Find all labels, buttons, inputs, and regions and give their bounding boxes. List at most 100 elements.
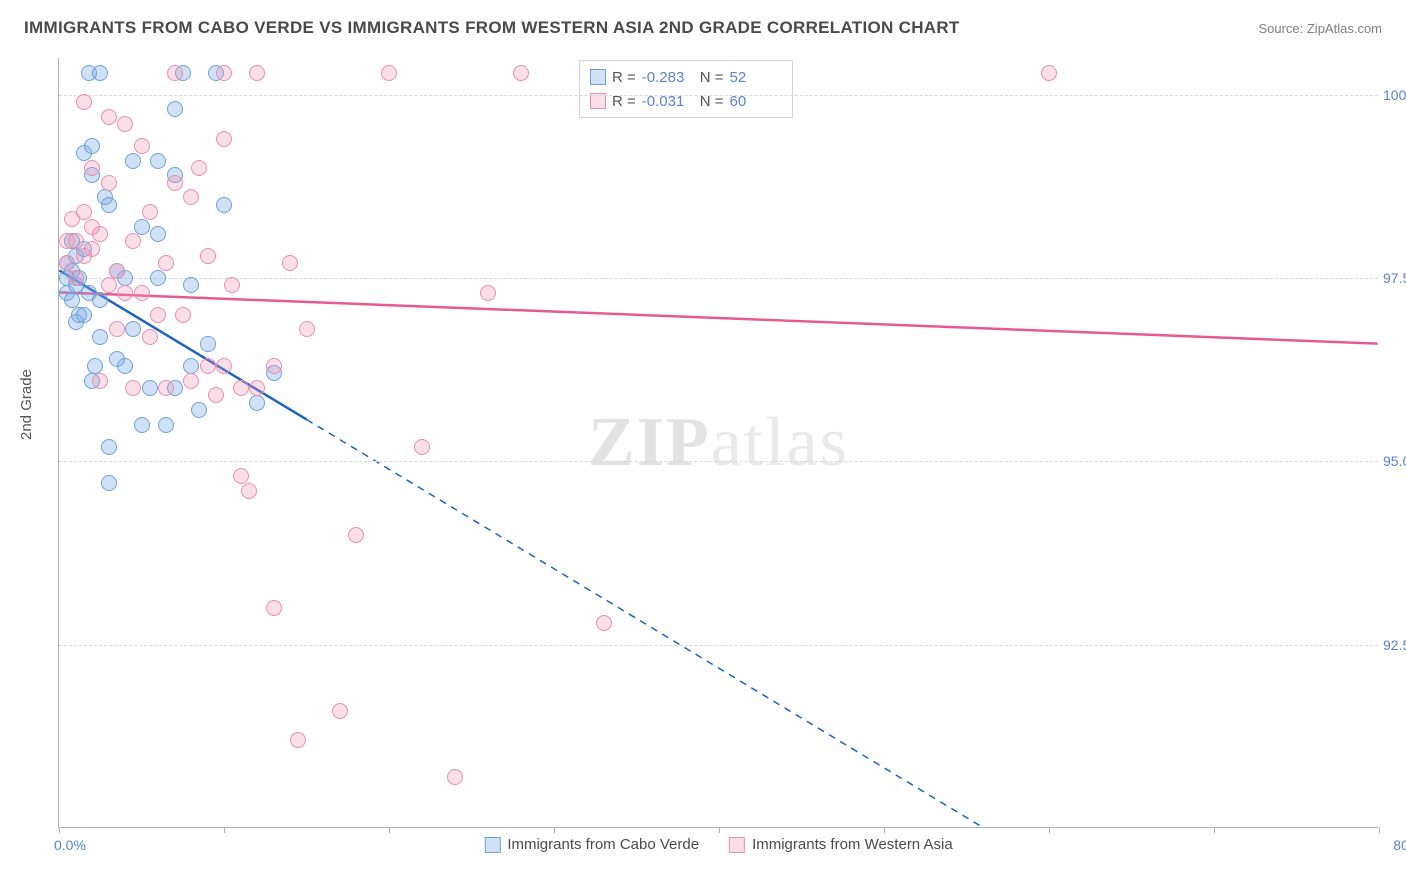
data-point-western_asia — [1041, 65, 1057, 81]
data-point-western_asia — [101, 109, 117, 125]
data-point-western_asia — [216, 131, 232, 147]
data-point-western_asia — [134, 138, 150, 154]
data-point-western_asia — [266, 358, 282, 374]
data-point-western_asia — [299, 321, 315, 337]
data-point-cabo_verde — [64, 292, 80, 308]
stats-R-value: -0.283 — [642, 69, 694, 86]
stats-row-western_asia: R =-0.031N =60 — [590, 89, 782, 113]
data-point-western_asia — [332, 703, 348, 719]
xtick-mark — [554, 827, 555, 833]
ytick-label: 95.0% — [1383, 453, 1406, 469]
yaxis-title: 2nd Grade — [18, 369, 35, 440]
data-point-western_asia — [167, 175, 183, 191]
ytick-label: 100.0% — [1383, 87, 1406, 103]
data-point-cabo_verde — [200, 336, 216, 352]
xtick-mark — [389, 827, 390, 833]
data-point-western_asia — [200, 358, 216, 374]
data-point-western_asia — [101, 277, 117, 293]
data-point-cabo_verde — [134, 417, 150, 433]
data-point-cabo_verde — [191, 402, 207, 418]
data-point-western_asia — [142, 204, 158, 220]
xtick-mark — [1049, 827, 1050, 833]
data-point-western_asia — [76, 204, 92, 220]
data-point-cabo_verde — [101, 197, 117, 213]
ytick-label: 97.5% — [1383, 270, 1406, 286]
data-point-cabo_verde — [183, 358, 199, 374]
data-point-western_asia — [158, 255, 174, 271]
data-point-western_asia — [224, 277, 240, 293]
data-point-cabo_verde — [101, 475, 117, 491]
data-point-cabo_verde — [87, 358, 103, 374]
data-point-western_asia — [513, 65, 529, 81]
xtick-mark — [1379, 827, 1380, 833]
data-point-western_asia — [84, 160, 100, 176]
data-point-western_asia — [109, 263, 125, 279]
legend-swatch-icon — [484, 837, 500, 853]
data-point-western_asia — [125, 233, 141, 249]
gridline-h — [59, 461, 1378, 462]
data-point-cabo_verde — [92, 292, 108, 308]
stats-N-label: N = — [700, 69, 724, 86]
data-point-western_asia — [191, 160, 207, 176]
data-point-western_asia — [92, 373, 108, 389]
trend-lines-svg — [59, 58, 1378, 827]
trend-line-dash-cabo_verde — [307, 419, 983, 827]
data-point-western_asia — [233, 380, 249, 396]
stats-box: R = -0.283 N = 52 R =-0.031N =60 — [579, 60, 793, 118]
data-point-western_asia — [68, 270, 84, 286]
stats-N-value: 52 — [730, 69, 782, 86]
data-point-western_asia — [216, 358, 232, 374]
gridline-h — [59, 645, 1378, 646]
data-point-western_asia — [414, 439, 430, 455]
data-point-cabo_verde — [117, 358, 133, 374]
data-point-western_asia — [175, 307, 191, 323]
stats-R-label: R = — [612, 69, 636, 86]
data-point-western_asia — [84, 241, 100, 257]
data-point-western_asia — [596, 615, 612, 631]
data-point-western_asia — [480, 285, 496, 301]
data-point-cabo_verde — [76, 307, 92, 323]
data-point-western_asia — [249, 380, 265, 396]
data-point-cabo_verde — [167, 101, 183, 117]
trend-line-western_asia — [59, 292, 1377, 343]
data-point-western_asia — [290, 732, 306, 748]
data-point-western_asia — [117, 285, 133, 301]
xaxis-min-label: 0.0% — [54, 837, 86, 853]
data-point-cabo_verde — [150, 153, 166, 169]
data-point-western_asia — [68, 233, 84, 249]
data-point-western_asia — [282, 255, 298, 271]
data-point-western_asia — [348, 527, 364, 543]
data-point-western_asia — [59, 255, 75, 271]
plot-area: ZIPatlas R =-0.283N =52R =-0.031N =60 0.… — [58, 58, 1378, 828]
legend-label: Immigrants from Western Asia — [752, 836, 953, 853]
chart-title: IMMIGRANTS FROM CABO VERDE VS IMMIGRANTS… — [24, 18, 960, 38]
xtick-mark — [59, 827, 60, 833]
data-point-western_asia — [266, 600, 282, 616]
data-point-western_asia — [125, 380, 141, 396]
data-point-western_asia — [142, 329, 158, 345]
legend-label: Immigrants from Cabo Verde — [507, 836, 699, 853]
data-point-cabo_verde — [142, 380, 158, 396]
data-point-cabo_verde — [101, 439, 117, 455]
xtick-mark — [1214, 827, 1215, 833]
data-point-western_asia — [92, 226, 108, 242]
xtick-mark — [884, 827, 885, 833]
data-point-western_asia — [101, 175, 117, 191]
data-point-western_asia — [216, 65, 232, 81]
data-point-cabo_verde — [249, 395, 265, 411]
data-point-western_asia — [447, 769, 463, 785]
xtick-mark — [224, 827, 225, 833]
data-point-western_asia — [76, 94, 92, 110]
data-point-cabo_verde — [158, 417, 174, 433]
data-point-western_asia — [109, 321, 125, 337]
data-point-western_asia — [167, 65, 183, 81]
data-point-western_asia — [208, 387, 224, 403]
data-point-western_asia — [158, 380, 174, 396]
data-point-western_asia — [233, 468, 249, 484]
data-point-western_asia — [150, 307, 166, 323]
data-point-western_asia — [200, 248, 216, 264]
legend-swatch-icon — [729, 837, 745, 853]
data-point-cabo_verde — [84, 138, 100, 154]
data-point-western_asia — [183, 189, 199, 205]
data-point-western_asia — [241, 483, 257, 499]
